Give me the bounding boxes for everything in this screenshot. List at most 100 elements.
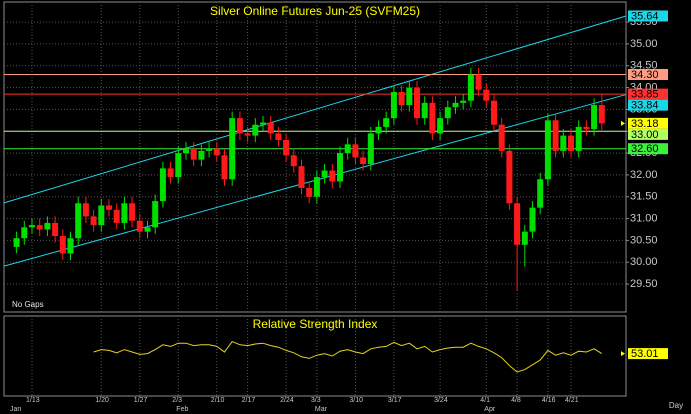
candle-body bbox=[575, 126, 582, 151]
candle-body bbox=[491, 100, 497, 125]
candle-body bbox=[383, 118, 390, 127]
candle-body bbox=[475, 74, 482, 90]
candle-body bbox=[529, 207, 536, 232]
candle-body bbox=[483, 89, 490, 101]
candle-body bbox=[460, 100, 467, 103]
x-tick-label: 2/24 bbox=[280, 397, 294, 404]
last-price-marker bbox=[621, 120, 625, 126]
x-tick-label: 2/3 bbox=[172, 397, 182, 404]
month-label: Apr bbox=[484, 406, 496, 413]
candle-body bbox=[198, 150, 205, 160]
candle-body bbox=[275, 133, 282, 140]
x-tick-label: 3/17 bbox=[388, 397, 402, 404]
annotation: No Gaps bbox=[12, 300, 44, 309]
candle-body bbox=[390, 91, 397, 119]
price-label: 33.85 bbox=[631, 89, 659, 101]
x-tick-label: 3/3 bbox=[311, 397, 321, 404]
y-tick-label: 30.50 bbox=[630, 234, 658, 246]
candle-body bbox=[113, 209, 120, 223]
rsi-end-marker bbox=[621, 351, 625, 357]
candle-body bbox=[591, 105, 598, 130]
price-label-box bbox=[628, 143, 668, 155]
rsi-label-box bbox=[628, 348, 668, 360]
candle-body bbox=[59, 236, 66, 254]
candle-body bbox=[398, 91, 405, 106]
candle-body bbox=[44, 222, 51, 230]
y-tick-label: 35.00 bbox=[630, 38, 658, 50]
candle-body bbox=[414, 87, 420, 119]
candle-body bbox=[544, 120, 551, 180]
candle-body bbox=[267, 122, 274, 134]
candle-body bbox=[429, 102, 436, 134]
price-label: 33.84 bbox=[631, 100, 659, 112]
price-label: 34.30 bbox=[631, 69, 659, 81]
candle-body bbox=[129, 203, 136, 221]
candle-body bbox=[498, 124, 505, 151]
x-tick-label: 1/20 bbox=[95, 397, 109, 404]
candle-body bbox=[352, 144, 359, 158]
candle-body bbox=[298, 166, 305, 188]
candle-body bbox=[568, 135, 574, 151]
candle-body bbox=[252, 124, 259, 136]
candle-body bbox=[98, 205, 105, 226]
candle-body bbox=[367, 133, 374, 164]
month-label: Jan bbox=[10, 406, 21, 413]
candle-body bbox=[260, 122, 266, 125]
x-axis-label: Day bbox=[669, 401, 683, 410]
rsi-panel-frame bbox=[3, 315, 627, 397]
price-label-box bbox=[628, 68, 668, 80]
price-label: 33.18 bbox=[631, 118, 659, 130]
candle-body bbox=[221, 155, 228, 180]
candle-body bbox=[190, 148, 197, 160]
x-tick-label: 3/10 bbox=[349, 397, 363, 404]
candle-body bbox=[560, 135, 567, 151]
chart-title: Silver Online Futures Jun-25 (SVFM25) bbox=[210, 4, 420, 18]
price-panel-frame bbox=[3, 1, 627, 313]
candle-body bbox=[452, 102, 459, 108]
price-label-box bbox=[628, 128, 668, 140]
candle-body bbox=[206, 148, 213, 151]
y-tick-label: 34.50 bbox=[630, 60, 658, 72]
x-tick-label: 2/10 bbox=[211, 397, 225, 404]
candle-body bbox=[598, 105, 605, 124]
marks bbox=[3, 15, 627, 373]
candle-body bbox=[506, 150, 513, 204]
candle-body bbox=[406, 87, 413, 106]
candle-body bbox=[283, 139, 290, 156]
y-tick-label: 29.50 bbox=[630, 278, 658, 290]
rsi-label: 53.01 bbox=[631, 348, 659, 360]
y-tick-label: 32.00 bbox=[630, 169, 658, 181]
candle-body bbox=[21, 227, 28, 239]
rsi-title: Relative Strength Index bbox=[253, 317, 378, 331]
price-label-box bbox=[628, 88, 668, 100]
candle-body bbox=[306, 188, 313, 197]
price-label: 35.64 bbox=[631, 10, 659, 22]
x-tick-label: 1/13 bbox=[26, 397, 40, 404]
candle-body bbox=[29, 225, 35, 228]
rsi-line bbox=[93, 340, 603, 373]
channel-line bbox=[3, 15, 627, 204]
grid bbox=[4, 2, 629, 396]
y-tick-label: 30.00 bbox=[630, 256, 658, 268]
candle-body bbox=[244, 133, 251, 136]
candle-body bbox=[90, 216, 97, 226]
candle-body bbox=[106, 205, 112, 210]
price-label-box bbox=[628, 99, 668, 111]
candle-body bbox=[167, 168, 174, 178]
candle-body bbox=[421, 102, 428, 119]
candle-body bbox=[121, 203, 128, 223]
price-label: 32.60 bbox=[631, 143, 659, 155]
candle-body bbox=[67, 238, 74, 254]
x-tick-label: 4/16 bbox=[542, 397, 556, 404]
x-tick-label: 2/17 bbox=[242, 397, 256, 404]
candle-body bbox=[152, 201, 159, 228]
candle-body bbox=[344, 144, 351, 154]
candle-body bbox=[229, 118, 236, 180]
candle-body bbox=[329, 170, 336, 182]
candle-body bbox=[552, 120, 559, 151]
candle-body bbox=[175, 153, 182, 178]
candle-body bbox=[375, 126, 382, 134]
candle-body bbox=[52, 222, 59, 237]
